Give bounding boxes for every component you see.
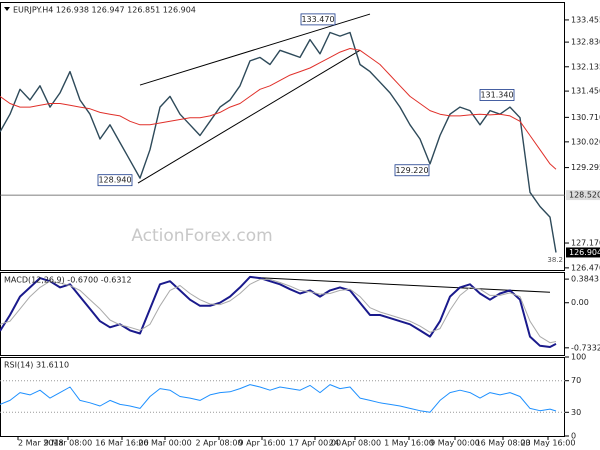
y-tick-label: 126.470 — [571, 263, 600, 272]
y-tick-label: -0.7332 — [571, 343, 600, 352]
x-tick-label: 9 May 00:00 — [430, 439, 480, 448]
panel-frame — [0, 2, 565, 271]
x-tick-label: 16 Mar 16:00 — [95, 439, 148, 448]
line-series — [0, 278, 557, 344]
y-tick-label: 130.020 — [571, 137, 600, 146]
panel-title: RSI(14) 31.6110 — [4, 361, 69, 370]
panel-title: EURJPY.H4 126.938 126.947 126.851 126.90… — [13, 6, 196, 15]
level-label: 128.520 — [569, 191, 600, 200]
x-tick-label: 1 May 16:00 — [384, 439, 434, 448]
x-tick-label: 17 Apr 00:00 — [289, 439, 341, 448]
level-label-box — [566, 190, 600, 201]
annotation-box — [97, 174, 133, 187]
title-arrow — [4, 7, 10, 11]
trendline — [139, 13, 371, 86]
y-tick-label: 100 — [571, 353, 586, 362]
annotation-box — [479, 89, 515, 101]
y-tick-label: 30 — [571, 408, 581, 417]
y-tick-label: 132.135 — [571, 62, 600, 71]
y-tick-label: 0.00 — [571, 298, 589, 307]
annotation-box — [394, 164, 430, 177]
line-series — [0, 384, 557, 413]
panel-title: MACD(12,26,9) -0.6700 -0.6312 — [4, 276, 132, 285]
y-tick-label: 70 — [571, 376, 581, 385]
x-tick-label: 9 Apr 16:00 — [238, 439, 285, 448]
x-tick-label: 2 Mar 2018 — [18, 439, 64, 448]
line-series — [0, 48, 557, 170]
x-tick-label: 2 Apr 08:00 — [195, 439, 242, 448]
fib-label: 38.2 — [547, 256, 563, 264]
y-tick-label: 131.450 — [571, 87, 600, 96]
y-tick-label: 132.830 — [571, 38, 600, 47]
trendline — [254, 277, 551, 293]
annotation-label: 128.940 — [98, 176, 131, 185]
watermark: ActionForex.com — [131, 226, 272, 246]
x-tick-label: 16 May 08:00 — [476, 439, 531, 448]
y-tick-label: 0 — [571, 432, 576, 441]
line-series — [0, 275, 557, 348]
annotation-box — [300, 13, 336, 26]
annotation-label: 129.220 — [395, 166, 428, 175]
panel-frame — [0, 357, 565, 437]
y-tick-label: 130.710 — [571, 113, 600, 122]
last-price-label: 126.904 — [569, 248, 600, 257]
x-tick-label: 23 May 16:00 — [521, 439, 576, 448]
trendline — [137, 49, 361, 184]
line-series — [0, 31, 557, 253]
y-tick-label: 127.170 — [571, 239, 600, 248]
panel-frame — [0, 272, 565, 356]
x-tick-label: 26 Mar 00:00 — [138, 439, 191, 448]
y-tick-label: 0.3843 — [571, 275, 599, 284]
annotation-label: 133.470 — [301, 15, 334, 24]
y-tick-label: 133.455 — [571, 15, 600, 24]
annotation-label: 131.340 — [480, 91, 513, 100]
x-tick-label: 9 Mar 08:00 — [44, 439, 92, 448]
x-tick-label: 24 Apr 08:00 — [329, 439, 381, 448]
y-tick-label: 129.295 — [571, 163, 600, 172]
last-price-box — [566, 247, 600, 258]
